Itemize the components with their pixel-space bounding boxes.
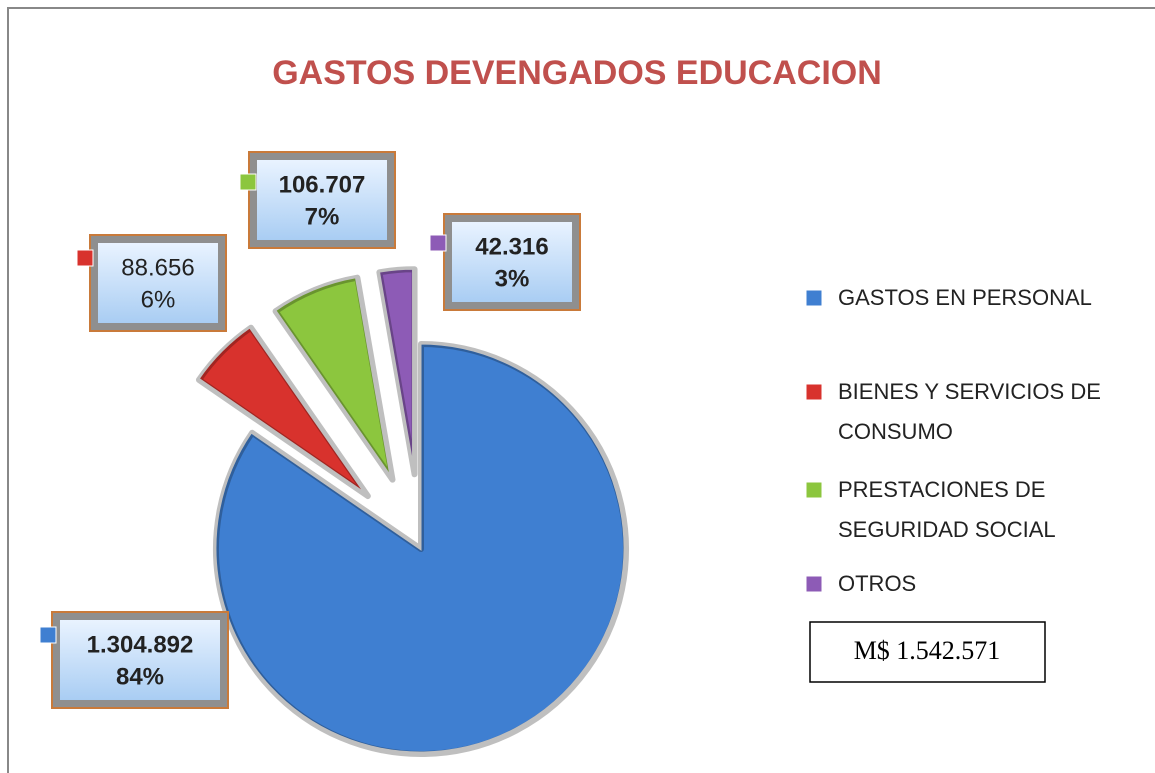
slice-bevel bbox=[376, 266, 418, 478]
label-key bbox=[239, 173, 257, 191]
label-box bbox=[452, 222, 572, 302]
pie-slice bbox=[272, 274, 393, 480]
data-label: 88.656 bbox=[121, 254, 194, 281]
slice-bevel bbox=[213, 341, 629, 757]
data-label: 42.316 bbox=[475, 233, 548, 260]
legend-key bbox=[805, 481, 823, 499]
percent-label: 6% bbox=[141, 286, 176, 313]
legend-label: OTROS bbox=[838, 571, 917, 596]
label-box bbox=[257, 160, 387, 240]
total-box bbox=[809, 621, 1046, 683]
data-label: 1.304.892 bbox=[87, 631, 194, 658]
legend-key bbox=[805, 383, 823, 401]
frame bbox=[7, 7, 1155, 773]
label-box bbox=[60, 620, 220, 700]
legend-key bbox=[805, 289, 823, 307]
label-key bbox=[39, 626, 57, 644]
percent-label: 84% bbox=[116, 663, 164, 690]
slice-bevel bbox=[195, 324, 371, 500]
legend-label: BIENES Y SERVICIOS DE CONSUMO bbox=[838, 379, 1101, 444]
slice-bevel bbox=[272, 274, 396, 483]
legend-key bbox=[805, 575, 823, 593]
data-label: 106.707 bbox=[279, 171, 366, 198]
legend-label: PRESTACIONES DE SEGURIDAD SOCIAL bbox=[838, 477, 1056, 542]
annotation: M$ 1.542.571 bbox=[854, 636, 1001, 665]
label-box bbox=[98, 243, 218, 323]
percent-label: 7% bbox=[305, 203, 340, 230]
legend-label: GASTOS EN PERSONAL bbox=[838, 285, 1092, 310]
label-key bbox=[429, 234, 447, 252]
label-key bbox=[76, 249, 94, 267]
pie-slice bbox=[213, 341, 627, 755]
percent-label: 3% bbox=[495, 265, 530, 292]
pie-slice bbox=[195, 324, 369, 497]
pie-slice bbox=[376, 266, 416, 474]
chart-title: GASTOS DEVENGADOS EDUCACION bbox=[272, 54, 882, 92]
